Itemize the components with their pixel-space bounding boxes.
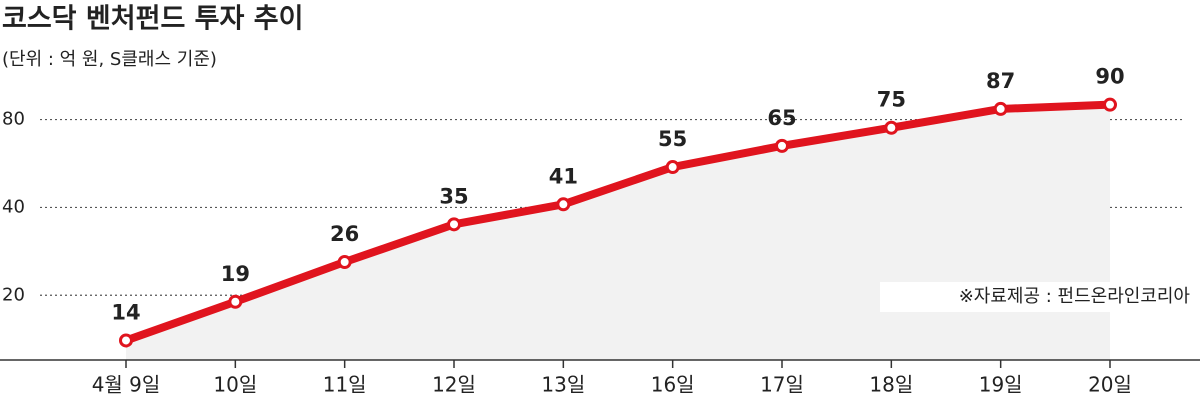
x-tick-label: 16일	[651, 373, 695, 397]
value-label: 65	[767, 106, 796, 130]
point	[119, 333, 133, 348]
point	[884, 120, 899, 135]
point	[337, 255, 352, 270]
value-label: 35	[439, 184, 468, 208]
x-tick-label: 12일	[432, 373, 476, 397]
value-label: 90	[1095, 65, 1124, 89]
point	[447, 217, 461, 232]
y-tick-label: 20	[2, 284, 25, 305]
area	[126, 104, 1110, 360]
x-tick-label: 18일	[869, 373, 913, 397]
point	[665, 160, 680, 175]
value-label: 55	[658, 127, 687, 151]
plot: 4월 9일 10일 11일 12일 13일 16일 17일 18일 19일 20일 14 19 26 35…	[0, 65, 1200, 397]
annotation: ※자료제공 : 펀드온라인코리아	[959, 286, 1191, 307]
x-tick-label: 10일	[213, 373, 257, 397]
point	[1103, 97, 1117, 112]
chart-subtitle: (단위 : 억 원, S클래스 기준)	[2, 49, 217, 70]
value-label: 14	[111, 300, 140, 324]
x-tick-label: 19일	[979, 373, 1023, 397]
x-tick-label: 11일	[323, 373, 367, 397]
value-label: 26	[330, 222, 359, 246]
x-tick-label: 13일	[541, 373, 585, 397]
grid: 20 40 80	[2, 109, 1185, 305]
point	[556, 197, 571, 212]
point	[993, 101, 1008, 116]
point	[775, 138, 789, 153]
value-label: 19	[221, 262, 250, 286]
chart-title: 코스닥 벤처펀드 투자 추이	[2, 4, 303, 35]
point	[228, 294, 243, 309]
value-label: 87	[986, 69, 1015, 93]
annotation-bg	[880, 282, 1198, 312]
value-label: 75	[877, 88, 906, 112]
value-label: 41	[549, 164, 578, 188]
line	[124, 100, 1111, 345]
x-tick-label: 17일	[760, 373, 804, 397]
y-tick-label: 40	[2, 196, 25, 217]
x-tick-label: 4월 9일	[92, 373, 161, 397]
x-tick-label: 20일	[1088, 373, 1132, 397]
y-tick-label: 80	[2, 109, 25, 130]
